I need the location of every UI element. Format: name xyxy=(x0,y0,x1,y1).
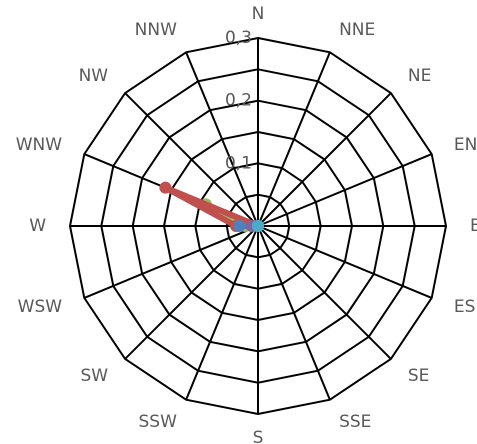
spoke-sw xyxy=(124,225,259,360)
direction-label-nw: NW xyxy=(79,66,109,86)
spoke-nw xyxy=(124,92,259,227)
spoke-ne xyxy=(257,92,392,227)
series-2-point-w xyxy=(233,220,246,232)
direction-label-wnw: WNW xyxy=(16,135,63,155)
spoke-sse xyxy=(257,225,331,401)
tick-label-0-2: 0,2 xyxy=(225,91,252,111)
direction-label-s: S xyxy=(253,428,264,444)
grid-spokes xyxy=(70,38,446,414)
direction-label-nne: NNE xyxy=(339,20,375,40)
tick-label-0-1: 0,1 xyxy=(225,153,252,173)
direction-label-w: W xyxy=(29,216,46,236)
direction-label-se: SE xyxy=(408,366,430,386)
direction-label-ene: ENE xyxy=(454,135,477,155)
direction-label-ssw: SSW xyxy=(138,412,177,432)
direction-labels: N NNE NE ENE E ESE SE SSE S SSW SW WSW W WNW NW NNW xyxy=(16,4,477,444)
direction-label-ne: NE xyxy=(408,66,431,86)
direction-label-sw: SW xyxy=(80,366,108,386)
series-4-point-nnw xyxy=(252,220,264,232)
spoke-se xyxy=(257,225,392,360)
spoke-nnw xyxy=(185,51,259,227)
spoke-nne xyxy=(257,51,331,227)
direction-label-sse: SSE xyxy=(339,412,371,432)
tick-label-0-3: 0,3 xyxy=(225,28,252,48)
direction-label-wsw: WSW xyxy=(18,297,63,317)
series-1-point-wnw xyxy=(159,181,172,194)
direction-label-n: N xyxy=(252,4,265,24)
series-layer xyxy=(159,181,264,232)
direction-label-nnw: NNW xyxy=(135,20,177,40)
spoke-wsw xyxy=(83,225,259,299)
spoke-ssw xyxy=(185,225,259,401)
direction-label-e: E xyxy=(470,216,477,236)
spoke-ene xyxy=(257,153,433,227)
tick-labels: 00,10,20,3 xyxy=(225,28,252,236)
direction-label-ese: ESE xyxy=(454,297,477,317)
spoke-ese xyxy=(257,225,433,299)
